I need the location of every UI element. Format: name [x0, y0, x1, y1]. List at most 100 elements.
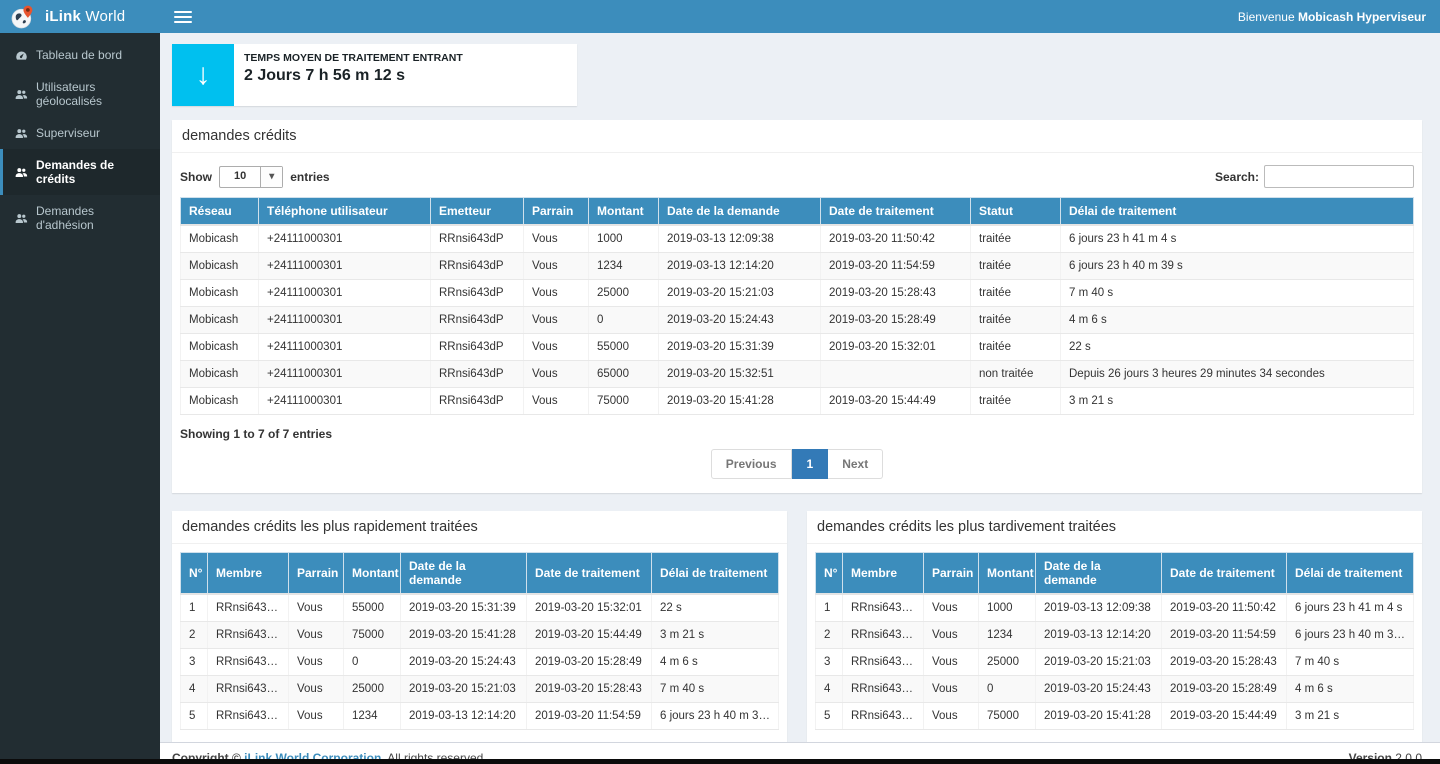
- fastest-processed-panel: demandes crédits les plus rapidement tra…: [172, 511, 787, 742]
- table-row: 4 RRnsi643dP Vous 0 2019-03-20 15:24:43 2019-…: [815, 675, 1414, 703]
- table-cell: 2019-03-13 12:14:20: [400, 702, 527, 730]
- table-cell: traitée: [970, 224, 1061, 253]
- pagination: Previous 1 Next: [180, 449, 1414, 479]
- table-row: 2 RRnsi643dP Vous 75000 2019-03-20 15:41:28 2…: [180, 621, 779, 649]
- table-cell: Vous: [288, 702, 344, 730]
- search-input[interactable]: [1264, 165, 1414, 188]
- table-cell: 0: [343, 648, 401, 676]
- page-length-select[interactable]: 10 ▾: [219, 165, 284, 188]
- table-cell: 22 s: [651, 593, 779, 622]
- table-row: 3 RRnsi643dP Vous 25000 2019-03-20 15:21:03 2…: [815, 648, 1414, 676]
- table-cell: Vous: [523, 387, 589, 415]
- previous-page-button[interactable]: Previous: [710, 449, 792, 479]
- table-cell: 2019-03-20 15:21:03: [400, 675, 527, 703]
- table-cell: Vous: [288, 648, 344, 676]
- table-cell: RRnsi643dP: [430, 306, 524, 334]
- demandes-credits-panel: demandes crédits Show 10 ▾ entries: [172, 120, 1422, 493]
- table-cell: 2019-03-13 12:14:20: [1035, 621, 1162, 649]
- table-cell: 75000: [978, 702, 1036, 730]
- table-cell: [820, 360, 971, 388]
- table-cell: 1234: [588, 252, 659, 280]
- sidebar-item-utilisateurs-geolocalises[interactable]: Utilisateurs géolocalisés: [0, 71, 160, 117]
- table-cell: RRnsi643dP: [842, 702, 924, 730]
- sidebar-item-tableau-de-bord[interactable]: Tableau de bord: [0, 39, 160, 71]
- table-cell: 6 jours 23 h 41 m 4 s: [1060, 224, 1414, 253]
- table-cell: 7 m 40 s: [651, 675, 779, 703]
- table-cell: 2019-03-20 15:44:49: [820, 387, 971, 415]
- table-cell: non traitée: [970, 360, 1061, 388]
- table-cell: RRnsi643dP: [207, 675, 289, 703]
- table-cell: Vous: [523, 224, 589, 253]
- infobox-value: 2 Jours 7 h 56 m 12 s: [244, 67, 405, 84]
- fastest-processed-table: N° Membre Parrain Montant Date de la demande…: [180, 552, 779, 730]
- table-cell: 1234: [343, 702, 401, 730]
- table-cell: 4: [180, 675, 208, 703]
- table-cell: 2019-03-13 12:14:20: [658, 252, 821, 280]
- table-cell: RRnsi643dP: [207, 702, 289, 730]
- table-cell: Vous: [523, 360, 589, 388]
- table-cell: 2019-03-20 15:28:49: [526, 648, 652, 676]
- table-cell: RRnsi643dP: [430, 279, 524, 307]
- table-cell: Vous: [923, 593, 979, 622]
- brand-name: iLink World: [45, 8, 125, 25]
- table-cell: 2019-03-20 15:31:39: [658, 333, 821, 361]
- table-cell: 6 jours 23 h 40 m 39 s: [1060, 252, 1414, 280]
- table-cell: 25000: [588, 279, 659, 307]
- table-cell: Mobicash: [180, 333, 259, 361]
- brand-light: World: [81, 8, 126, 25]
- column-header: Montant: [343, 552, 401, 595]
- table-cell: 1234: [978, 621, 1036, 649]
- content-area: ↓ TEMPS MOYEN DE TRAITEMENT ENTRANT 2 Jo…: [160, 33, 1440, 742]
- column-header: Membre: [207, 552, 289, 595]
- table-cell: 7 m 40 s: [1060, 279, 1414, 307]
- table-row: Mobicash +24111000301 RRnsi643dP Vous 65000 2…: [180, 360, 1414, 388]
- table-cell: 2019-03-13 12:09:38: [1035, 593, 1162, 622]
- sidebar-item-label: Utilisateurs géolocalisés: [36, 80, 103, 108]
- arrow-down-icon: ↓: [172, 44, 234, 106]
- table-cell: 0: [588, 306, 659, 334]
- sidebar-item-demandes-de-credits[interactable]: Demandes de crédits: [0, 149, 160, 195]
- page-1-button[interactable]: 1: [791, 449, 829, 479]
- table-row: 2 RRnsi643dP Vous 1234 2019-03-13 12:14:20 20…: [815, 621, 1414, 649]
- sidebar-item-label: Superviseur: [36, 126, 101, 140]
- users-icon: [15, 167, 28, 177]
- table-cell: Mobicash: [180, 224, 259, 253]
- table-cell: RRnsi643dP: [430, 360, 524, 388]
- panel-title: demandes crédits les plus rapidement tra…: [172, 511, 787, 544]
- table-cell: 4 m 6 s: [1060, 306, 1414, 334]
- table-cell: 2019-03-20 15:21:03: [1035, 648, 1162, 676]
- table-cell: 3: [815, 648, 843, 676]
- sidebar-item-label: Tableau de bord: [36, 48, 123, 62]
- column-header: Délai de traitement: [1286, 552, 1414, 595]
- table-cell: 2019-03-20 15:21:03: [658, 279, 821, 307]
- table-cell: traitée: [970, 387, 1061, 415]
- table-cell: 65000: [588, 360, 659, 388]
- sidebar-item-demandes-adhesion[interactable]: Demandes d'adhésion: [0, 195, 160, 241]
- table-cell: Vous: [288, 675, 344, 703]
- table-cell: 2019-03-20 15:32:51: [658, 360, 821, 388]
- table-cell: 2019-03-20 15:28:43: [1161, 648, 1287, 676]
- table-row: 5 RRnsi643dP Vous 1234 2019-03-13 12:14:20 20…: [180, 702, 779, 730]
- column-header: Délai de traitement: [1060, 197, 1414, 226]
- sidebar-item-superviseur[interactable]: Superviseur: [0, 117, 160, 149]
- table-cell: +24111000301: [258, 279, 431, 307]
- table-cell: 55000: [343, 593, 401, 622]
- table-cell: Vous: [923, 621, 979, 649]
- table-cell: Vous: [923, 648, 979, 676]
- hamburger-menu-icon[interactable]: [174, 10, 192, 23]
- table-cell: 5: [815, 702, 843, 730]
- column-header: Montant: [588, 197, 659, 226]
- table-row: Mobicash +24111000301 RRnsi643dP Vous 1234 20…: [180, 252, 1414, 280]
- table-cell: RRnsi643dP: [842, 621, 924, 649]
- next-page-button[interactable]: Next: [828, 449, 884, 479]
- table-cell: 25000: [978, 648, 1036, 676]
- table-cell: RRnsi643dP: [430, 387, 524, 415]
- table-cell: 2019-03-13 12:09:38: [658, 224, 821, 253]
- table-cell: +24111000301: [258, 387, 431, 415]
- table-row: Mobicash +24111000301 RRnsi643dP Vous 75000 2…: [180, 387, 1414, 415]
- table-cell: RRnsi643dP: [842, 675, 924, 703]
- table-cell: +24111000301: [258, 224, 431, 253]
- column-header: Parrain: [288, 552, 344, 595]
- brand-logo[interactable]: iLink World: [0, 0, 160, 33]
- table-cell: 2019-03-20 15:24:43: [1035, 675, 1162, 703]
